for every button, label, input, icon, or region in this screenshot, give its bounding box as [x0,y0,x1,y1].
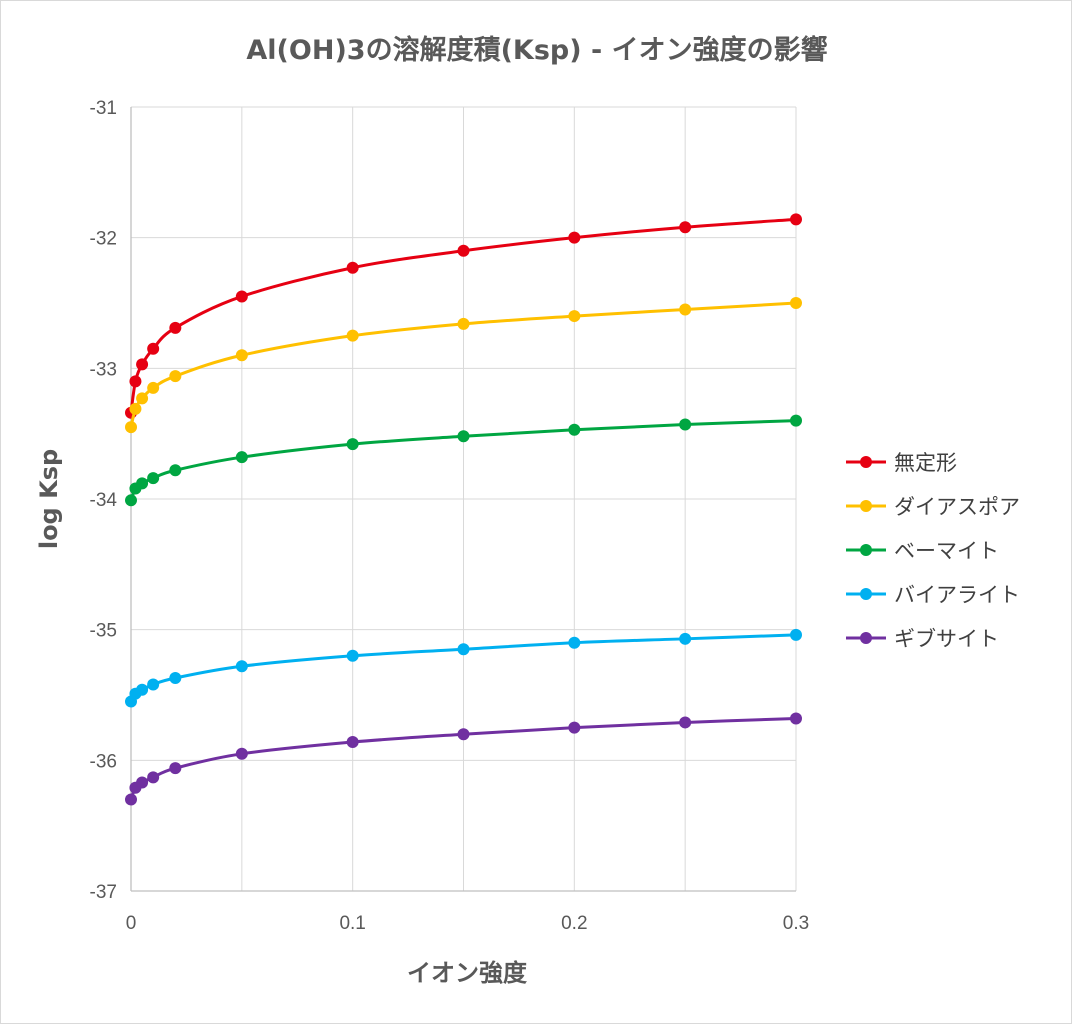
data-point [169,672,182,685]
x-tick-labels: 0 0.1 0.2 0.3 [126,913,810,934]
series-2 [125,297,802,434]
data-point [169,464,182,477]
legend-swatch-marker [860,632,872,644]
data-point [346,736,359,749]
data-point [235,451,248,464]
data-point [346,438,359,451]
data-point [129,375,142,388]
y-tick-label: -31 [90,98,117,119]
legend-label: バイアライト [894,583,1020,607]
y-tick-label: -33 [90,359,117,380]
legend-item: バイアライト [846,583,1020,607]
data-point [125,793,137,806]
data-point [790,628,802,641]
data-point [457,430,470,443]
series-4 [125,628,802,708]
data-point [346,261,359,274]
data-point [790,414,802,427]
data-point [679,221,692,234]
data-point [568,721,581,734]
y-axis-label: log Ksp [35,449,63,549]
data-point [136,477,149,490]
data-point [147,381,160,394]
data-point [125,421,137,434]
legend-label: 無定形 [894,451,957,475]
legend-item: 無定形 [846,451,957,475]
data-point [235,747,248,760]
data-point [147,771,160,784]
data-point [679,632,692,645]
y-tick-labels: -31 -32 -33 -34 -35 -36 -37 [90,98,118,903]
legend-swatch-marker [860,588,872,600]
data-point [147,678,160,691]
chart-title: Al(OH)3の溶解度積(Ksp) - イオン強度の影響 [246,34,827,66]
series-1 [125,213,802,419]
x-tick-label: 0 [126,913,137,934]
data-point [125,494,137,507]
x-tick-label: 0.3 [783,913,809,934]
data-point [136,776,149,789]
legend-label: ダイアスポア [894,495,1020,519]
data-point [136,392,149,405]
legend-item: ダイアスポア [846,495,1020,519]
data-point [790,297,802,309]
data-point [457,728,470,741]
x-axis-label: イオン強度 [407,959,528,987]
data-point [346,329,359,342]
x-tick-label: 0.1 [339,913,365,934]
data-point [790,712,802,725]
data-point [790,213,802,226]
grid-lines [130,106,797,892]
y-tick-label: -37 [90,882,117,903]
series-lines [125,213,802,806]
data-point [169,370,182,383]
data-point [169,762,182,775]
data-point [568,231,581,244]
data-point [457,643,470,656]
data-point [147,342,160,355]
legend-swatch-marker [860,544,872,556]
series-3 [125,414,802,507]
data-point [457,244,470,257]
legend-label: ギブサイト [894,627,999,651]
data-point [235,290,248,303]
y-tick-label: -36 [90,751,117,772]
series-5 [125,712,802,806]
data-point [235,660,248,673]
y-tick-label: -32 [90,229,117,250]
x-tick-label: 0.2 [561,913,587,934]
data-point [235,349,248,362]
data-point [568,310,581,323]
data-point [346,649,359,662]
y-tick-label: -34 [90,490,118,511]
legend-swatch-marker [860,456,872,468]
data-point [679,303,692,316]
data-point [169,321,182,334]
data-point [136,683,149,696]
data-point [136,358,149,371]
legend-item: ギブサイト [846,627,999,651]
data-point [457,317,470,330]
legend-label: ベーマイト [894,539,999,563]
legend-swatch-marker [860,500,872,512]
y-tick-label: -35 [90,621,117,642]
data-point [568,636,581,649]
data-point [679,716,692,729]
data-point [129,402,142,415]
data-point [568,423,581,436]
legend-item: ベーマイト [846,539,999,563]
data-point [147,472,160,485]
data-point [679,418,692,431]
